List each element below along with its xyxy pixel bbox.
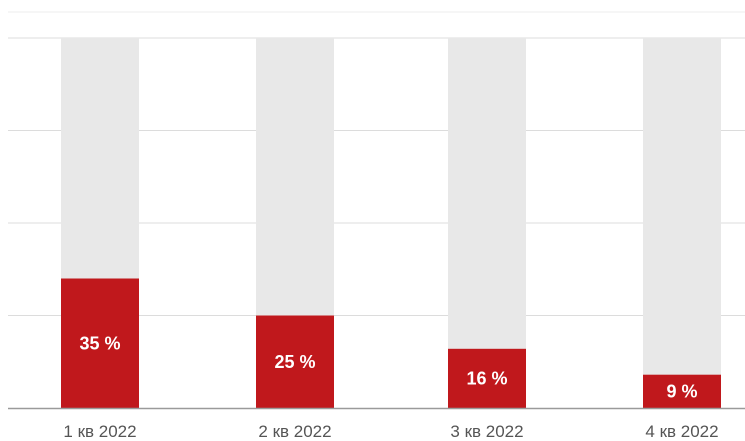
bar-data-label: 25 % [274, 352, 315, 372]
bar-track [448, 38, 526, 408]
bar-data-label: 16 % [466, 368, 507, 388]
bar-track [643, 38, 721, 408]
bar-data-label: 35 % [79, 333, 120, 353]
bar-data-label: 9 % [666, 381, 697, 401]
bar-tracks [61, 38, 721, 408]
x-tick-label: 3 кв 2022 [450, 422, 523, 441]
x-tick-label: 1 кв 2022 [63, 422, 136, 441]
bar [61, 278, 139, 408]
data-labels: 35 % 25 % 16 % 9 % [79, 333, 697, 401]
x-tick-label: 2 кв 2022 [258, 422, 331, 441]
bars [61, 278, 721, 408]
bar [643, 374, 721, 408]
x-tick-labels: 1 кв 2022 2 кв 2022 3 кв 2022 4 кв 2022 [63, 422, 718, 441]
bar [256, 315, 334, 408]
x-tick-label: 4 кв 2022 [645, 422, 718, 441]
bar [448, 348, 526, 408]
